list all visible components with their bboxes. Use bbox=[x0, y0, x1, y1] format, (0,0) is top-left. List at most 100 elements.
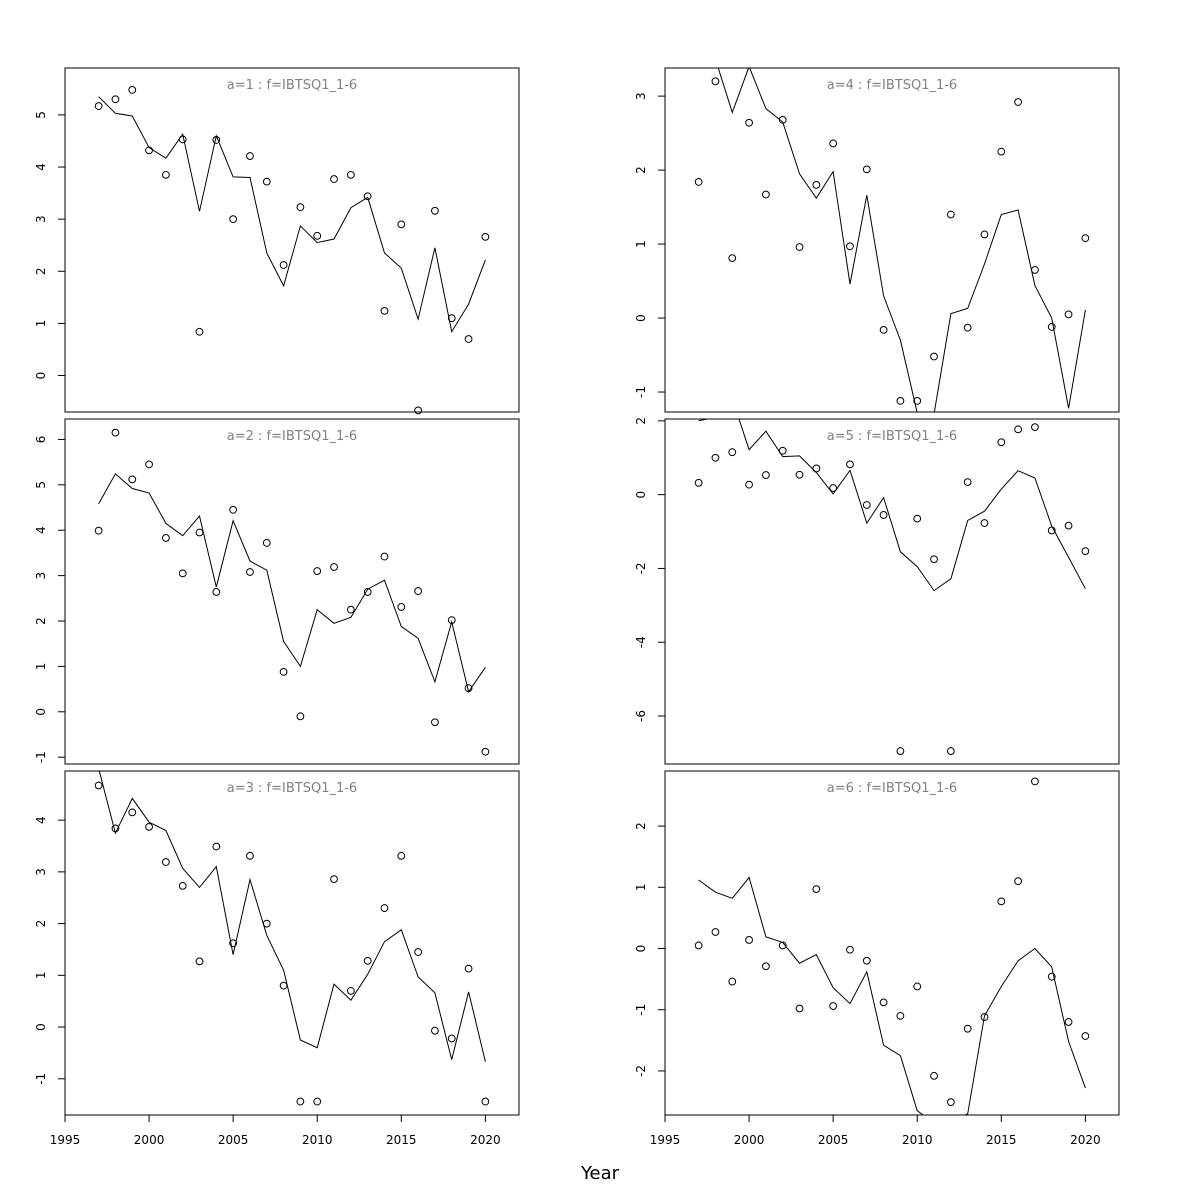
observed-point bbox=[397, 851, 406, 860]
observed-point bbox=[879, 998, 888, 1007]
observed-point bbox=[178, 135, 187, 144]
observed-point bbox=[161, 170, 170, 179]
y-tick-label: 0 bbox=[634, 491, 648, 499]
observed-point bbox=[694, 478, 703, 487]
observed-point bbox=[246, 851, 254, 860]
observed-point bbox=[330, 175, 338, 183]
observed-point bbox=[812, 180, 821, 189]
observed-point bbox=[1064, 1018, 1073, 1026]
observed-point bbox=[94, 526, 103, 535]
observed-point bbox=[330, 563, 338, 571]
observed-point bbox=[778, 115, 787, 124]
observed-point bbox=[963, 1024, 972, 1033]
observed-point bbox=[128, 475, 137, 484]
x-tick-label: 2010 bbox=[302, 1133, 333, 1147]
observed-point bbox=[1081, 1032, 1090, 1040]
observed-point bbox=[414, 948, 423, 956]
observed-point bbox=[1031, 777, 1039, 786]
observed-point bbox=[128, 85, 137, 94]
observed-point bbox=[94, 102, 103, 110]
y-tick-label: 4 bbox=[34, 526, 48, 534]
observed-point bbox=[862, 956, 871, 965]
panel-1: a=1 : f=IBTSQ1_1-6 0 1 2 3 4 5 bbox=[34, 67, 520, 415]
panel-title: a=5 : f=IBTSQ1_1-6 bbox=[827, 429, 957, 444]
observed-point bbox=[778, 941, 787, 950]
observed-point bbox=[262, 177, 271, 186]
x-tick-label: 2015 bbox=[386, 1133, 417, 1147]
observed-point bbox=[812, 464, 821, 473]
panel-frame bbox=[664, 770, 1120, 1116]
observed-point bbox=[1081, 547, 1090, 555]
observed-point bbox=[380, 904, 389, 912]
x-tick-label: 2005 bbox=[818, 1133, 849, 1147]
panel-5: a=5 : f=IBTSQ1_1-6 -6 -4 -2 0 2 bbox=[634, 417, 1120, 765]
observed-point bbox=[1047, 323, 1056, 331]
panel-frame bbox=[664, 67, 1120, 413]
observed-point bbox=[997, 897, 1006, 906]
observed-point bbox=[363, 588, 372, 596]
y-tick-label: 0 bbox=[34, 372, 48, 380]
observed-point bbox=[1081, 234, 1090, 243]
observed-point bbox=[846, 945, 854, 954]
observed-point bbox=[313, 1097, 322, 1106]
y-tick-label: 3 bbox=[34, 215, 48, 223]
observed-point bbox=[212, 842, 221, 851]
y-tick-label: 2 bbox=[34, 617, 48, 625]
observed-point bbox=[296, 203, 305, 212]
y-tick-label: 6 bbox=[34, 436, 48, 444]
observed-point bbox=[1064, 521, 1073, 530]
observed-point bbox=[128, 808, 137, 817]
observed-point bbox=[980, 1013, 989, 1021]
panel-6: a=6 : f=IBTSQ1_1-6 -2 -1 0 1 2 1995 2000 2005 201… bbox=[634, 770, 1120, 1147]
observed-point bbox=[728, 448, 737, 457]
observed-point bbox=[980, 230, 989, 239]
observed-point bbox=[161, 858, 170, 866]
y-tick-label: 3 bbox=[634, 92, 648, 100]
observed-point bbox=[1014, 877, 1023, 886]
observed-point bbox=[812, 885, 821, 894]
y-tick-label: -1 bbox=[634, 1004, 648, 1016]
panel-title: a=6 : f=IBTSQ1_1-6 bbox=[827, 781, 957, 796]
observed-point bbox=[879, 325, 888, 334]
observed-point bbox=[262, 539, 271, 547]
observed-point bbox=[145, 146, 153, 155]
x-tick-label: 1995 bbox=[650, 1133, 681, 1147]
observed-point bbox=[279, 667, 288, 676]
observed-point bbox=[829, 484, 838, 492]
y-tick-label: -1 bbox=[634, 386, 648, 398]
observed-point bbox=[694, 178, 703, 186]
y-tick-label: 0 bbox=[34, 1023, 48, 1031]
observed-point bbox=[946, 210, 955, 219]
observed-point bbox=[212, 136, 221, 144]
observed-point bbox=[330, 875, 338, 884]
observed-point bbox=[363, 956, 372, 965]
y-tick-label: 3 bbox=[34, 868, 48, 876]
x-tick-label: 2000 bbox=[134, 1133, 165, 1147]
y-tick-label: -1 bbox=[34, 1073, 48, 1085]
observed-point bbox=[997, 438, 1006, 447]
observed-point bbox=[94, 781, 103, 790]
observed-point bbox=[745, 118, 753, 127]
fitted-line bbox=[98, 771, 486, 1062]
observed-point bbox=[728, 254, 737, 263]
observed-point bbox=[447, 314, 456, 323]
observed-point bbox=[795, 470, 804, 479]
observed-point bbox=[346, 605, 355, 614]
observed-point bbox=[829, 139, 838, 148]
observed-point bbox=[745, 936, 753, 944]
observed-point bbox=[145, 460, 153, 469]
y-tick-label: -2 bbox=[634, 1065, 648, 1077]
observed-point bbox=[1047, 526, 1056, 535]
observed-point bbox=[761, 962, 770, 971]
observed-point bbox=[481, 232, 490, 241]
observed-point bbox=[761, 190, 770, 199]
y-tick-label: 5 bbox=[34, 481, 48, 489]
y-tick-label: 2 bbox=[34, 267, 48, 275]
observed-point bbox=[481, 1097, 490, 1106]
observed-point bbox=[145, 822, 153, 831]
observed-point bbox=[431, 206, 439, 215]
panel-title: a=3 : f=IBTSQ1_1-6 bbox=[227, 781, 357, 796]
observed-point bbox=[195, 528, 204, 537]
observed-point bbox=[397, 603, 406, 611]
